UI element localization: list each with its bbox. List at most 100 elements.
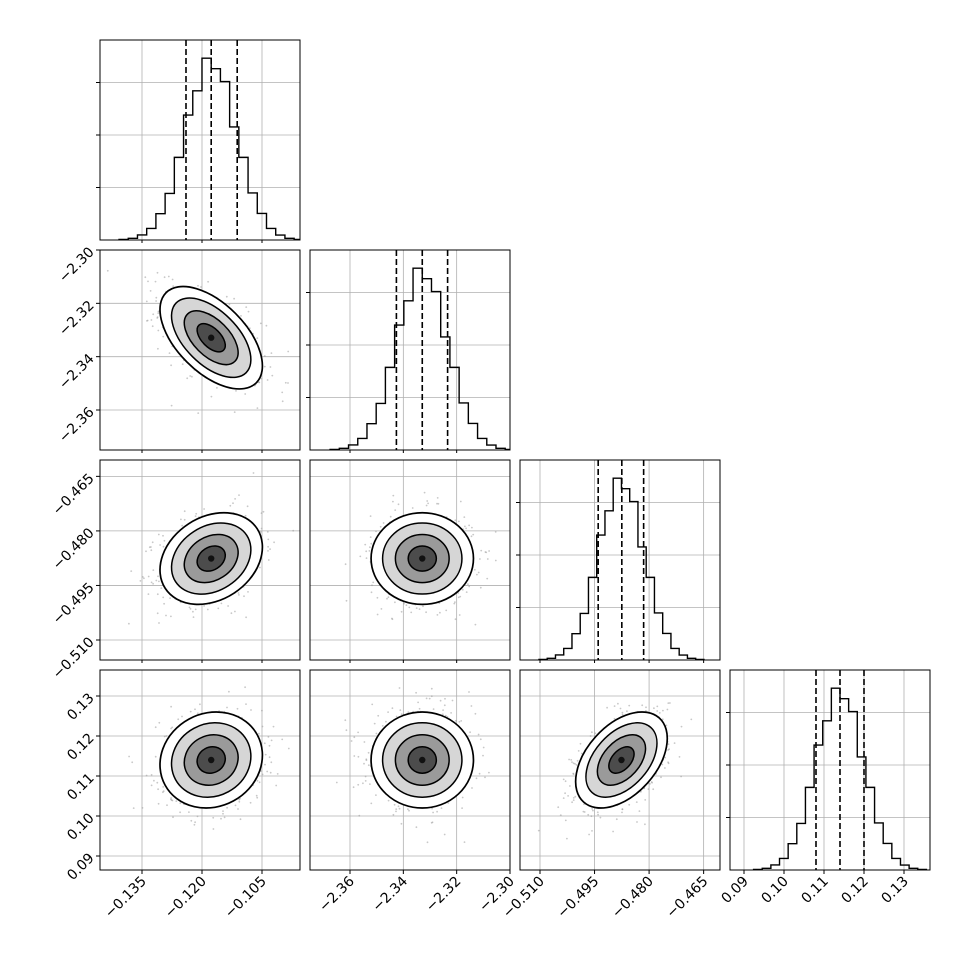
sample-point (479, 586, 482, 589)
sample-point (156, 271, 159, 274)
sample-point (177, 718, 180, 721)
sample-point (197, 284, 199, 287)
y-tick-label-1-1: −2.34 (56, 351, 98, 393)
sample-point (454, 519, 457, 522)
sample-point (206, 608, 209, 611)
y-tick-label-3-2: 0.11 (64, 770, 97, 803)
sample-point (127, 622, 130, 625)
sample-point (225, 295, 228, 298)
sample-point (170, 364, 173, 367)
sample-point (145, 550, 147, 553)
sample-point (615, 818, 618, 821)
sample-point (382, 522, 385, 524)
sample-point (597, 813, 599, 816)
sample-point (379, 525, 382, 528)
sample-point (367, 764, 370, 767)
sample-point (641, 704, 644, 707)
sample-point (160, 587, 163, 589)
sample-point (244, 686, 247, 689)
sample-point (640, 790, 642, 793)
sample-point (292, 529, 295, 532)
sample-point (432, 811, 434, 814)
sample-point (223, 816, 226, 819)
sample-point (194, 708, 196, 711)
sample-point (482, 746, 485, 749)
sample-point (189, 608, 192, 610)
sample-point (260, 527, 263, 530)
sample-point (163, 735, 166, 738)
sample-point (661, 718, 664, 721)
sample-point (662, 709, 664, 712)
sample-point (259, 322, 262, 325)
sample-point (407, 808, 409, 811)
sample-point (668, 748, 670, 751)
sample-point (468, 691, 470, 693)
sample-point (266, 531, 269, 533)
sample-point (226, 706, 228, 709)
sample-point (267, 545, 269, 548)
sample-point (650, 781, 653, 783)
sample-point (621, 811, 623, 814)
sample-point (444, 697, 446, 700)
panel-3-0: 0.09 0.10 0.11 0.12 0.13 −0.135 −0.120 −0.105 (64, 669, 301, 922)
sample-point (628, 803, 631, 806)
sample-point (559, 814, 562, 816)
sample-point (191, 375, 193, 378)
sample-point (157, 575, 159, 578)
sample-point (168, 352, 171, 354)
sample-point (357, 731, 359, 734)
sample-point (183, 518, 186, 521)
sample-point (188, 606, 191, 609)
sample-point (454, 601, 456, 603)
sample-point (566, 837, 568, 840)
sample-point (238, 494, 240, 496)
sample-point (394, 509, 397, 511)
sample-point (364, 780, 367, 782)
sample-point (258, 732, 260, 735)
sample-point (233, 411, 236, 413)
sample-point (562, 778, 565, 781)
sample-point (619, 707, 622, 710)
panel-3-1: −2.36 −2.34 −2.32 −2.30 (309, 669, 518, 915)
sample-point (440, 807, 443, 809)
sample-point (393, 803, 396, 806)
sample-point (192, 610, 194, 613)
sample-point (157, 329, 160, 332)
sample-point (439, 611, 441, 614)
sample-point (371, 584, 373, 587)
sample-point (415, 691, 417, 694)
sample-point (228, 303, 231, 306)
density-peak (208, 334, 215, 341)
sample-point (203, 508, 206, 510)
sample-point (463, 516, 466, 518)
sample-point (375, 794, 377, 796)
sample-point (368, 550, 371, 552)
sample-point (363, 741, 366, 743)
sample-point (264, 763, 266, 766)
sample-point (470, 705, 473, 707)
sample-point (461, 807, 463, 809)
sample-point (444, 714, 447, 717)
sample-point (270, 761, 273, 764)
sample-point (480, 549, 483, 552)
y-tick-label-1-0: −2.36 (56, 404, 98, 446)
x-tick-label-0-0: −0.135 (102, 874, 150, 922)
sample-point (644, 823, 646, 826)
sample-point (159, 544, 162, 546)
sample-point (192, 616, 195, 618)
sample-point (656, 705, 659, 708)
sample-point (145, 774, 148, 777)
sample-point (245, 616, 248, 619)
sample-point (217, 607, 220, 610)
sample-point (335, 781, 338, 784)
sample-point (437, 502, 440, 505)
sample-point (234, 804, 237, 807)
sample-point (427, 502, 429, 505)
sample-point (171, 726, 174, 729)
sample-point (154, 280, 157, 283)
sample-point (150, 319, 153, 321)
sample-point (405, 604, 408, 607)
sample-point (267, 550, 269, 552)
sample-point (364, 543, 367, 546)
sample-point (170, 615, 172, 618)
